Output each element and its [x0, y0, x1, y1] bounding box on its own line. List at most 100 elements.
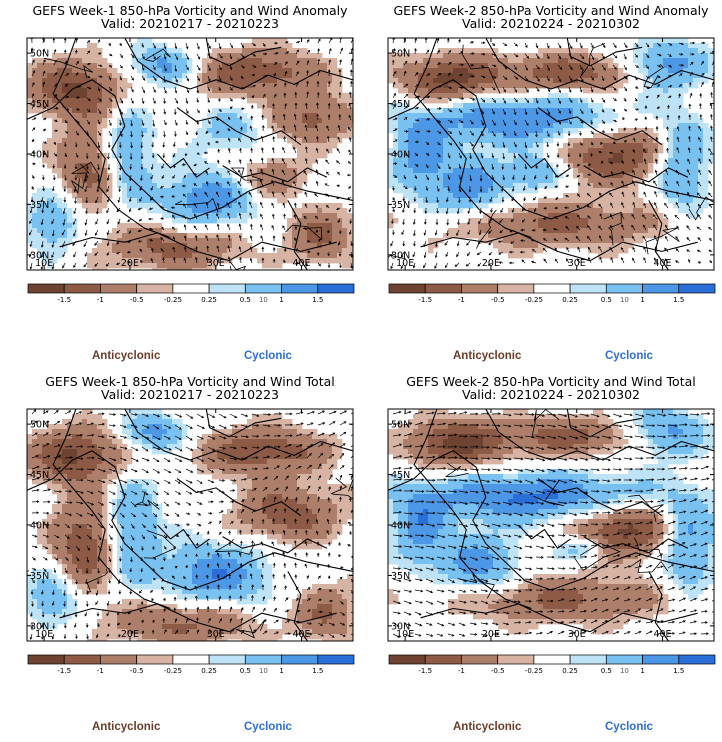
colorbar-swatch [642, 283, 680, 294]
colorbar-swatch [281, 654, 319, 665]
y-tick-label: 30N [30, 621, 49, 632]
colorbar-swatch [533, 283, 571, 294]
wind-vectors [390, 38, 714, 270]
y-tick-label: 35N [391, 200, 410, 211]
y-tick-label: 40N [391, 150, 410, 161]
colorbar-swatch [605, 283, 643, 294]
y-tick-label: 30N [30, 250, 49, 261]
colorbar-swatch [244, 654, 282, 665]
vorticity-shading [388, 409, 714, 641]
colorbar-tick-label: 1.5 [673, 296, 684, 304]
y-tick-label: 35N [30, 571, 49, 582]
colorbar-tick-label: 1 [640, 296, 644, 304]
colorbar-swatch [424, 283, 462, 294]
chart-subtitle: Valid: 20210224 - 20210302 [461, 16, 640, 31]
x-tick-label: 40E [292, 629, 310, 640]
colorbar-swatch [100, 654, 137, 665]
colorbar-swatch [136, 654, 174, 665]
wind-vectors [28, 38, 353, 270]
colorbar-tick-label: -0.25 [525, 296, 543, 304]
y-tick-label: 35N [30, 200, 49, 211]
coastlines [27, 38, 353, 270]
panel-week1-anomaly: GEFS Week-1 850-hPa Vorticity and Wind A… [0, 0, 361, 371]
x-tick-label: 30E [207, 629, 225, 640]
colorbar-swatch [27, 283, 65, 294]
colorbar-swatch [281, 283, 319, 294]
colorbar-tick-label: 0.5 [240, 667, 251, 675]
colorbar-swatch [27, 654, 65, 665]
x-tick-label: 10E [35, 258, 53, 269]
colorbar-swatch [63, 283, 101, 294]
y-tick-label: 40N [30, 521, 49, 532]
colorbar-tick-label: -0.25 [525, 667, 543, 675]
x-tick-label: 40E [292, 258, 310, 269]
colorbar-swatch [208, 654, 246, 665]
chart-title: GEFS Week-1 850-hPa Vorticity and Wind T… [45, 374, 335, 389]
legend-anticyclonic: Anticyclonic [453, 350, 522, 362]
colorbar-swatch [569, 654, 607, 665]
colorbar-swatch [678, 654, 716, 665]
colorbar-tick-label: 0.25 [201, 296, 217, 304]
colorbar-swatch [317, 283, 355, 294]
colorbar-swatch [100, 283, 137, 294]
legend-cyclonic: Cyclonic [244, 350, 292, 362]
colorbar-tick-label: -1 [97, 296, 104, 304]
colorbar-swatch [172, 283, 210, 294]
chart-subtitle: Valid: 20210217 - 20210223 [100, 16, 279, 31]
colorbar-tick-label: 0.25 [562, 296, 578, 304]
colorbar-swatch [244, 283, 282, 294]
colorbar-tick-label: 0.25 [201, 667, 217, 675]
colorbar-swatch [569, 283, 607, 294]
colorbar-tick-label: -1 [97, 667, 104, 675]
x-tick-label: 10E [396, 258, 414, 269]
chart-subtitle: Valid: 20210224 - 20210302 [461, 387, 640, 402]
colorbar-swatch [642, 654, 680, 665]
vorticity-shading [388, 38, 714, 270]
y-tick-label: 50N [391, 420, 410, 431]
y-tick-label: 45N [30, 99, 49, 110]
colorbar-tick-label: 0.5 [240, 296, 251, 304]
x-tick-label: 30E [207, 258, 225, 269]
colorbar-tick-label: -0.5 [130, 296, 144, 304]
colorbar-scale-label: 10 [620, 667, 629, 675]
chart-title: GEFS Week-2 850-hPa Vorticity and Wind T… [406, 374, 696, 389]
colorbar-swatch [497, 654, 535, 665]
vorticity-map-figure: 10E 20E 30E 40E 50N 45N 40N 35N 30N -1.5 -1 -0.5 -0.… [387, 37, 716, 304]
colorbar-swatch [424, 654, 462, 665]
chart-title: GEFS Week-2 850-hPa Vorticity and Wind A… [393, 3, 709, 18]
colorbar-tick-label: -1.5 [57, 667, 71, 675]
x-tick-label: 30E [568, 258, 586, 269]
colorbar-swatch [461, 283, 498, 294]
coastlines [388, 409, 714, 641]
colorbar-tick-label: -0.5 [491, 667, 505, 675]
colorbar-tick-label: 1 [279, 667, 283, 675]
colorbar: -1.5 -1 -0.5 -0.25 0.25 0.5 1 1.5 10 [388, 654, 716, 675]
coastlines [27, 409, 353, 641]
colorbar-tick-label: 0.25 [562, 667, 578, 675]
colorbar-swatch [63, 654, 101, 665]
legend-cyclonic: Cyclonic [244, 721, 292, 733]
x-tick-label: 40E [653, 258, 671, 269]
colorbar-tick-label: -1 [458, 296, 465, 304]
x-tick-label: 20E [121, 629, 139, 640]
legend-cyclonic: Cyclonic [605, 350, 653, 362]
legend-cyclonic: Cyclonic [605, 721, 653, 733]
colorbar-swatch [136, 283, 174, 294]
x-tick-label: 40E [653, 629, 671, 640]
chart-subtitle: Valid: 20210217 - 20210223 [100, 387, 279, 402]
y-tick-label: 40N [391, 521, 410, 532]
colorbar-swatch [461, 654, 498, 665]
colorbar-swatch [533, 654, 571, 665]
y-tick-label: 35N [391, 571, 410, 582]
colorbar-tick-label: 1.5 [312, 296, 323, 304]
colorbar-tick-label: 0.5 [601, 296, 612, 304]
vorticity-map-figure: 10E 20E 30E 40E 50N 45N 40N 35N 30N -1.5 -1 -0.5 -0.… [26, 408, 355, 675]
y-tick-label: 50N [391, 49, 410, 60]
colorbar-swatch [208, 283, 246, 294]
colorbar-scale-label: 10 [620, 296, 629, 304]
colorbar-scale-label: 10 [259, 667, 268, 675]
y-tick-label: 45N [391, 99, 410, 110]
panel-week2-total: GEFS Week-2 850-hPa Vorticity and Wind T… [361, 371, 722, 742]
colorbar-tick-label: 1 [279, 296, 283, 304]
colorbar-swatch [317, 654, 355, 665]
